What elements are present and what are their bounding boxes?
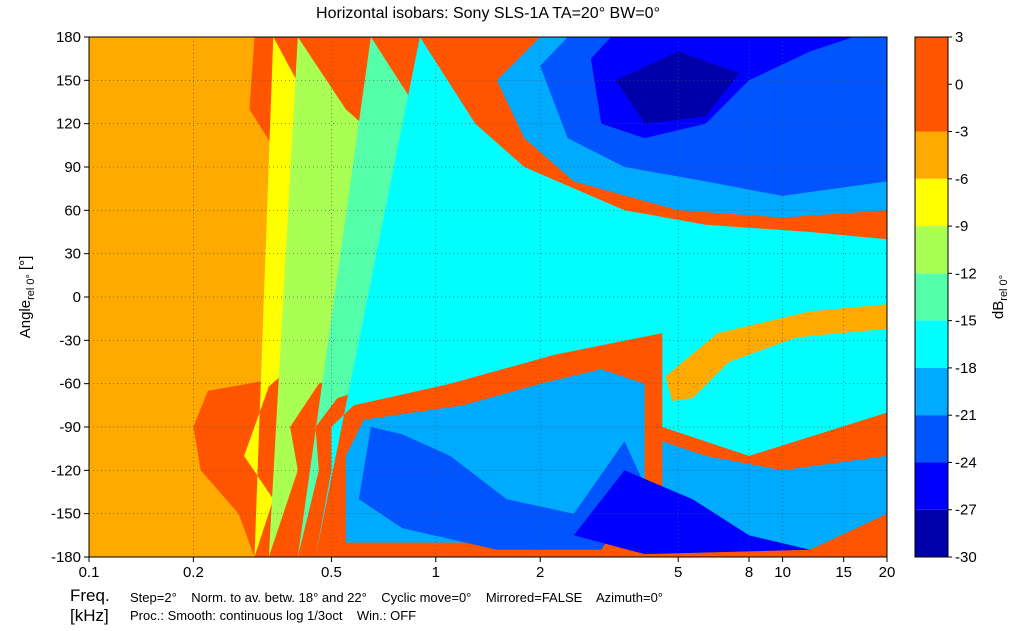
footer-line-1: Step=2° Norm. to av. betw. 18° and 22° C…: [130, 590, 663, 605]
y-tick-label: -90: [59, 419, 81, 436]
y-tick-label: 0: [73, 289, 81, 306]
colorbar-band-1: [915, 131, 948, 179]
y-tick-label: 180: [56, 29, 81, 46]
x-tick-label: 5: [674, 564, 682, 581]
y-axis-label-sub: rel 0°: [25, 274, 37, 300]
colorbar-tick-label: -18: [955, 360, 977, 377]
y-tick-label: -150: [51, 506, 81, 523]
y-tick-label: -60: [59, 376, 81, 393]
colorbar-band-9: [915, 509, 948, 557]
y-axis-label: Anglerel 0° [°]: [17, 256, 37, 339]
contour-region-12: [573, 470, 811, 555]
y-tick-label: -120: [51, 462, 81, 479]
colorbar-band-7: [915, 415, 948, 463]
colorbar-ticks: 3 0 -3 -6 -9 -12 -15 -18 -21 -24 -27 -30: [948, 29, 977, 566]
colorbar-tick-label: -21: [955, 407, 977, 424]
x-tick-label: 10: [774, 564, 791, 581]
x-tick-label: 2: [536, 564, 544, 581]
colorbar-tick-label: 0: [955, 76, 963, 93]
colorbar-frame: [914, 36, 949, 558]
contour-region-6: [665, 304, 887, 401]
colorbar-label-sub: rel 0°: [998, 275, 1010, 301]
colorbar: [915, 37, 948, 557]
y-tick-label: -30: [59, 332, 81, 349]
colorbar-band-3: [915, 226, 948, 274]
plot-grid: [88, 36, 888, 558]
colorbar-tick-label: -12: [955, 265, 977, 282]
y-axis-ticks: 180 150 120 90 60 30 0 -30 -60 -90 -120 -150 -180: [51, 29, 89, 566]
colorbar-tick-label: -6: [955, 171, 968, 188]
chart-title: Horizontal isobars: Sony SLS-1A TA=20° B…: [316, 5, 660, 22]
y-tick-label: 30: [64, 246, 81, 263]
colorbar-tick-label: -3: [955, 124, 968, 141]
x-tick-label: 15: [835, 564, 852, 581]
x-tick-label: 20: [879, 564, 896, 581]
colorbar-band-4: [915, 273, 948, 321]
y-tick-label: 60: [64, 202, 81, 219]
colorbar-label: dBrel 0°: [990, 275, 1010, 319]
colorbar-band-8: [915, 462, 948, 510]
colorbar-label-main: dB: [990, 301, 1007, 319]
colorbar-band-5: [915, 320, 948, 368]
x-tick-label: 0.1: [79, 564, 100, 581]
x-tick-label: 0.2: [183, 564, 204, 581]
y-axis-label-unit: [°]: [17, 256, 34, 270]
colorbar-band-6: [915, 367, 948, 416]
colorbar-tick-label: -15: [955, 313, 977, 330]
khz-label: [kHz]: [70, 606, 109, 625]
colorbar-band-2: [915, 178, 948, 227]
contour-region-9: [358, 427, 645, 550]
y-tick-label: 120: [56, 116, 81, 133]
y-tick-label: 90: [64, 159, 81, 176]
y-axis-label-main: Angle: [17, 300, 34, 338]
colorbar-tick-label: -30: [955, 549, 977, 566]
colorbar-tick-label: -9: [955, 218, 968, 235]
colorbar-tick-label: -27: [955, 502, 977, 519]
colorbar-tick-label: -24: [955, 454, 977, 471]
x-tick-label: 8: [745, 564, 753, 581]
freq-label: Freq.: [70, 586, 110, 605]
y-tick-label: -180: [51, 549, 81, 566]
y-tick-label: 150: [56, 72, 81, 89]
x-tick-label: 0.5: [321, 564, 342, 581]
x-axis-ticks: 0.1 0.2 0.5 1 2 5 8 10 15 20: [79, 557, 896, 581]
footer-line-2: Proc.: Smooth: continuous log 1/3oct Win…: [130, 608, 417, 623]
colorbar-tick-label: 3: [955, 29, 963, 46]
x-tick-label: 1: [432, 564, 440, 581]
colorbar-band-0: [915, 37, 948, 132]
contour-region-13: [615, 51, 740, 124]
